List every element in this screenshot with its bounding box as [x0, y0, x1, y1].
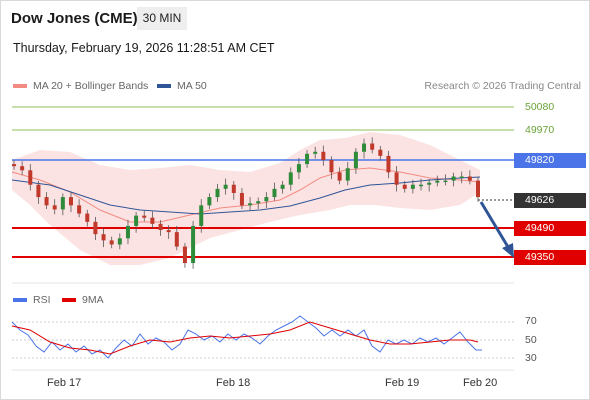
candle-body: [44, 197, 49, 206]
candle-body: [174, 232, 179, 247]
ma50-line: [11, 176, 481, 215]
candle-body: [459, 176, 464, 178]
level-label-50080: 50080: [525, 101, 555, 113]
candle-body: [207, 197, 212, 206]
candle-body: [239, 192, 244, 206]
legend-ma20-label: MA 20 + Bollinger Bands: [33, 80, 149, 92]
timestamp: Thursday, February 19, 2026 11:28:51 AM …: [13, 41, 275, 55]
date-label-feb20: Feb 20: [463, 377, 498, 389]
candle-body: [378, 149, 383, 156]
research-credit: Research © 2026 Trading Central: [424, 80, 581, 92]
candle-body: [191, 225, 196, 264]
rsi-legend-9ma: 9MA: [62, 294, 104, 306]
candle-body: [264, 197, 269, 202]
candle-body: [158, 223, 163, 231]
forecast-arrow-head: [502, 243, 514, 258]
candle-body: [353, 151, 358, 169]
candle-body: [427, 182, 432, 185]
level-box-49490: 49490: [514, 221, 586, 236]
candle-body: [256, 201, 261, 204]
candle-body: [476, 180, 480, 198]
legend-ma20-bollinger: MA 20 + Bollinger Bands: [13, 80, 148, 92]
candle-body: [109, 240, 114, 245]
level-box-49820: 49820: [514, 153, 586, 168]
candle-body: [321, 151, 326, 160]
candle-body: [60, 197, 65, 210]
ma20-swatch: [13, 84, 27, 88]
candle-body: [305, 153, 310, 165]
candle-body: [451, 176, 456, 181]
date-label-feb17: Feb 17: [47, 377, 82, 389]
candle-body: [443, 180, 448, 183]
candle-body: [166, 230, 171, 233]
rsi-legend-rsi: RSI: [13, 294, 51, 306]
rsi-swatch: [13, 298, 27, 302]
candle-body: [410, 184, 415, 189]
candlesticks: [12, 137, 480, 269]
candle-body: [28, 170, 33, 185]
candle-body: [125, 225, 130, 239]
candle-body: [117, 238, 122, 245]
candle-body: [68, 197, 73, 206]
candle-body: [386, 155, 391, 173]
forecast-arrow-line: [479, 201, 510, 248]
candle-body: [296, 164, 301, 173]
rsi-9ma-line: [11, 321, 479, 355]
date-label-feb19: Feb 19: [385, 377, 420, 389]
candle-body: [419, 184, 424, 187]
candle-body: [362, 143, 367, 152]
candle-body: [12, 164, 16, 167]
level-box-49626: 49626: [514, 193, 586, 208]
candle-body: [223, 184, 228, 189]
rsi-line: [11, 315, 482, 359]
candle-body: [142, 215, 147, 218]
candle-body: [329, 160, 334, 173]
9ma-swatch: [62, 298, 76, 302]
date-label-feb18: Feb 18: [216, 377, 251, 389]
bollinger-band: [12, 132, 480, 265]
candle-body: [370, 143, 375, 150]
legend-ma50: MA 50: [157, 80, 207, 92]
candle-body: [134, 215, 139, 226]
candle-body: [435, 180, 440, 183]
ma50-swatch: [157, 84, 171, 88]
candle-body: [402, 184, 407, 189]
9ma-legend-label: 9MA: [82, 294, 104, 306]
candle-body: [337, 172, 342, 181]
candle-body: [345, 168, 350, 181]
candle-body: [93, 221, 98, 235]
rsi-tick-30: 30: [525, 352, 537, 364]
candle-body: [150, 217, 155, 224]
candle-body: [52, 205, 57, 210]
candle-body: [215, 188, 220, 198]
candle-body: [288, 172, 293, 185]
level-box-49350: 49350: [514, 250, 586, 265]
instrument-title: Dow Jones (CME): [11, 10, 138, 27]
candle-body: [36, 184, 41, 198]
candle-body: [394, 172, 399, 185]
level-label-49970: 49970: [525, 124, 555, 136]
candle-body: [77, 205, 82, 214]
candle-body: [20, 166, 25, 171]
candle-body: [248, 203, 253, 206]
candle-body: [85, 213, 90, 222]
candle-body: [313, 151, 318, 154]
candle-body: [272, 188, 277, 198]
candle-body: [182, 246, 187, 264]
rsi-tick-50: 50: [525, 334, 537, 346]
candle-body: [467, 176, 472, 181]
rsi-tick-70: 70: [525, 315, 537, 327]
candle-body: [231, 184, 236, 193]
candle-body: [199, 205, 204, 226]
legend-ma50-label: MA 50: [177, 80, 207, 92]
candle-body: [101, 234, 106, 241]
candle-body: [280, 184, 285, 189]
timeframe-badge[interactable]: 30 MIN: [137, 7, 187, 30]
ma20-line: [11, 167, 481, 223]
rsi-legend-label: RSI: [33, 294, 51, 306]
